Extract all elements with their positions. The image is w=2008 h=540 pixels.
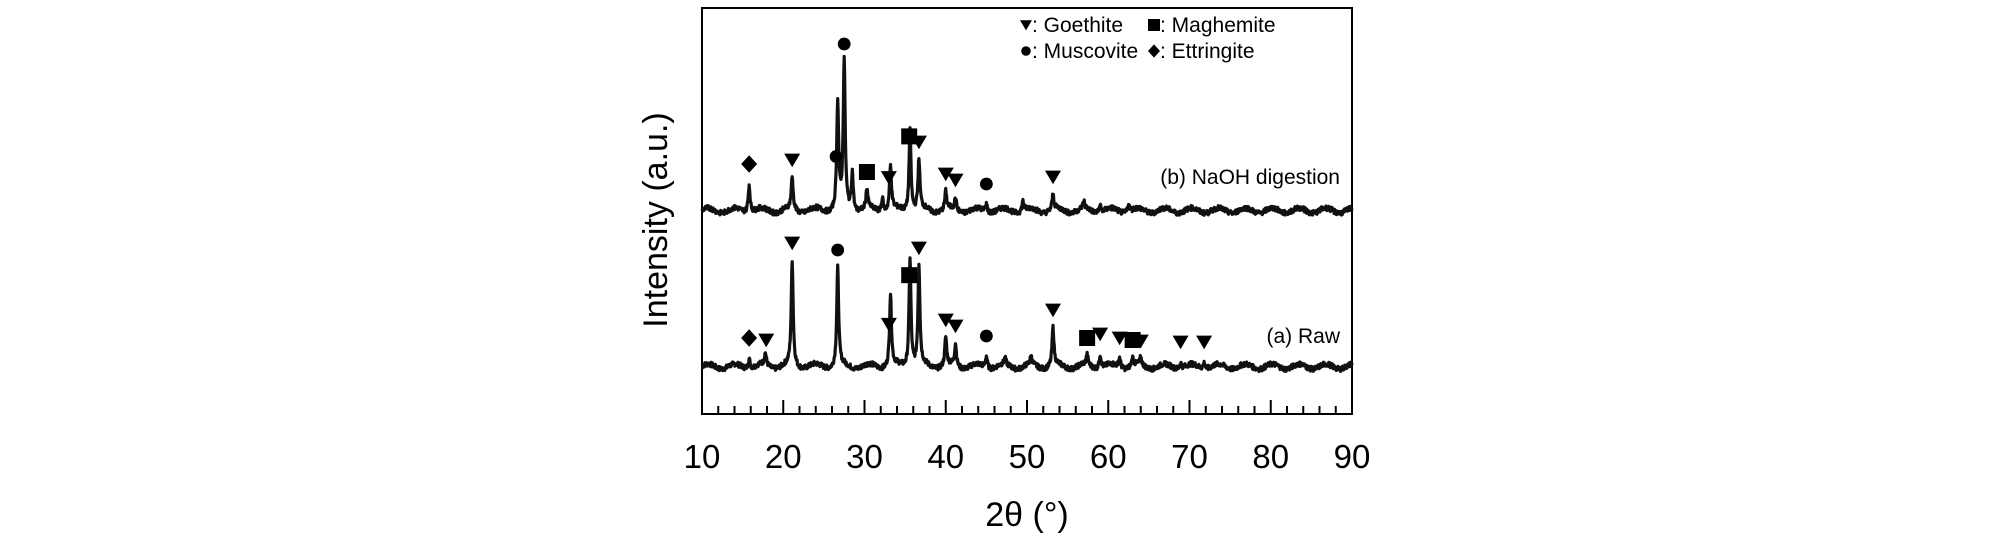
square-marker [858,164,875,180]
x-tick-label: 80 [1252,438,1289,475]
x-tick-label: 70 [1171,438,1208,475]
triangle-down-marker [1020,20,1032,31]
x-tick-label: 90 [1334,438,1371,475]
x-axis-title: 2θ (°) [985,496,1069,534]
triangle-down-marker [880,317,897,332]
square-marker [1079,330,1096,346]
triangle-down-marker [1045,303,1061,318]
square-marker [901,128,918,145]
legend-entry-label: : Muscovite [1032,40,1138,63]
triangle-down-marker [1045,170,1061,185]
triangle-down-marker [910,241,927,256]
x-tick-label: 20 [765,438,802,475]
x-tick-label: 30 [846,438,883,475]
triangle-down-marker [784,153,801,168]
x-axis-tick-labels: 10 20 30 40 50 60 70 80 90 [684,438,1371,475]
x-tick-label: 60 [1090,438,1127,475]
diamond-marker [1148,44,1160,58]
y-axis-title: Intensity (a.u.) [637,112,675,327]
triangle-down-marker [937,167,954,182]
circle-marker [1021,46,1031,56]
triangle-down-marker [1172,335,1189,350]
triangle-down-marker [1111,331,1128,346]
phase-markers [741,37,1213,350]
triangle-down-marker [784,236,801,251]
legend-entry-label: : Goethite [1032,14,1123,37]
series-label: (b) NaOH digestion [1160,166,1340,189]
circle-marker [979,177,993,191]
circle-marker [829,150,843,163]
circle-marker [837,37,851,51]
x-tick-label: 50 [1009,438,1046,475]
triangle-down-marker [910,135,927,150]
triangle-down-marker [947,319,964,334]
x-axis-ticks [701,400,1353,414]
triangle-down-marker [1092,327,1109,342]
triangle-down-marker [937,313,954,328]
series-traces: (a) Raw (b) NaOH digestion [700,54,1354,374]
series-label: (a) Raw [1266,325,1340,348]
series-line [700,256,1354,374]
triangle-down-marker [758,333,775,348]
triangle-down-marker [1132,334,1149,349]
circle-marker [979,329,993,343]
triangle-down-marker [947,173,964,188]
series-line [700,54,1354,217]
legend: : Goethite : Maghemite : Muscovite : Ettrin… [1020,14,1276,63]
circle-marker [831,243,845,257]
x-tick-label: 40 [927,438,964,475]
diamond-marker [741,329,758,347]
triangle-down-marker [880,171,897,185]
diamond-marker [741,155,758,173]
legend-entry-label: : Maghemite [1160,14,1276,37]
legend-entry-label: : Ettringite [1160,40,1255,63]
square-marker [901,267,918,284]
x-tick-label: 10 [684,438,721,475]
square-marker [1148,19,1160,31]
triangle-down-marker [1196,335,1213,350]
